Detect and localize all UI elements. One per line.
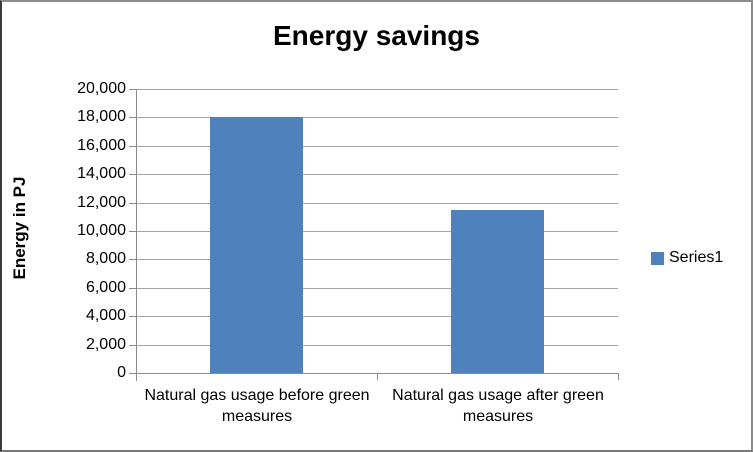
bar-1 [210,117,303,373]
x-axis-tick [377,373,378,380]
y-tick-label: 8,000 [85,250,126,267]
legend-label: Series1 [669,249,724,266]
y-axis-tick [129,345,136,346]
y-axis-tick [129,146,136,147]
y-axis-tick [129,373,136,374]
gridline [136,203,618,204]
x-axis-tick [618,373,619,380]
y-tick-label: 10,000 [77,222,126,239]
y-tick-label: 12,000 [77,194,126,211]
category-label: Natural gas usage before green measures [144,387,370,425]
gridline [136,89,618,90]
y-axis-title: Energy in PJ [10,176,29,280]
gridline [136,231,618,232]
y-tick-label: 16,000 [77,137,126,154]
y-axis-tick [129,89,136,90]
gridline [136,174,618,175]
gridline [136,288,618,289]
y-axis-tick [129,174,136,175]
y-tick-label: 2,000 [85,336,126,353]
gridline [136,146,618,147]
y-axis-tick [129,259,136,260]
gridline [136,316,618,317]
y-axis-tick [129,231,136,232]
y-tick-label: 6,000 [85,279,126,296]
legend-swatch [651,251,664,265]
y-tick-label: 0 [117,364,126,381]
y-tick-label: 14,000 [77,165,126,182]
y-tick-label: 18,000 [77,108,126,125]
y-axis-line [136,89,137,381]
y-axis-tick [129,203,136,204]
bar-2 [451,210,544,373]
y-tick-label: 20,000 [77,80,126,97]
gridline [136,117,618,118]
y-axis-tick [129,117,136,118]
y-tick-label: 4,000 [85,307,126,324]
gridline [136,259,618,260]
y-axis-tick [129,316,136,317]
category-label: Natural gas usage after green measures [392,387,604,425]
chart-title: Energy savings [273,20,480,51]
gridline [136,345,618,346]
y-axis-tick [129,288,136,289]
legend: Series1 [651,249,723,267]
